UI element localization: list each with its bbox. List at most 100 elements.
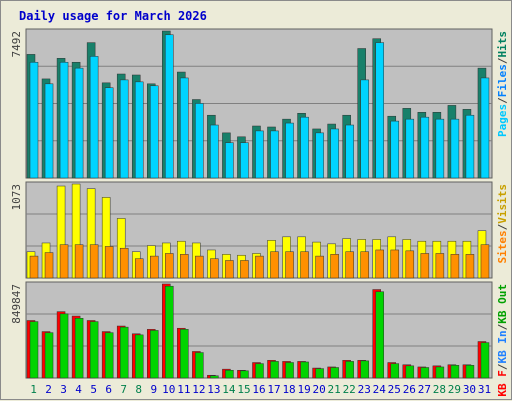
bar-kb-in-13 [210,375,219,379]
bar-kb-in-31 [480,342,490,379]
bar-kb-in-23 [360,360,369,379]
legend-entry: Visits [496,184,509,224]
day-label-24: 24 [373,383,387,396]
bar-files-25 [390,120,400,179]
bar-sites-19 [300,251,309,279]
legend-entry: KB Out [496,284,509,324]
bar-kb-in-6 [104,332,114,379]
bar-files-9 [150,85,159,179]
bar-files-29 [450,118,460,179]
day-label-23: 23 [358,383,371,396]
bar-kb-in-25 [390,363,400,379]
bar-files-7 [119,79,129,179]
bar-sites-8 [134,258,144,279]
bar-kb-in-3 [59,313,69,379]
bar-kb-in-17 [270,361,279,379]
bar-sites-17 [270,251,279,279]
legend-entry: Hits [496,31,509,58]
bar-files-10 [165,34,174,179]
bar-sites-3 [59,244,69,279]
legend-entry: / [496,57,509,64]
bar-kb-in-4 [74,318,84,379]
legend-kbin-kbout: KB F/KB In/KB Out [496,284,509,397]
bar-sites-14 [225,260,234,279]
day-label-11: 11 [177,383,190,396]
legend-entry: / [496,323,509,330]
bar-files-5 [89,56,99,179]
bar-sites-1 [29,255,39,279]
y-max-label: 1073 [10,184,23,211]
bar-files-11 [180,77,189,179]
bar-sites-2 [44,252,54,279]
legend-visits-sites: Sites/Visits [496,184,509,264]
bar-files-3 [59,61,69,179]
bar-files-21 [330,128,339,179]
bar-sites-25 [390,249,400,279]
bar-files-2 [44,83,54,179]
bar-sites-23 [360,251,369,279]
day-label-18: 18 [282,383,295,396]
legend-entry: KB F [496,370,509,397]
day-label-6: 6 [105,383,112,396]
bar-files-19 [300,116,309,179]
legend-entry: / [496,363,509,370]
day-label-20: 20 [313,383,326,396]
bar-kb-in-10 [165,285,174,379]
bar-sites-26 [405,250,415,279]
day-label-2: 2 [45,383,52,396]
bar-files-20 [315,132,324,179]
bar-files-13 [210,124,219,179]
y-max-label: 7492 [10,31,23,58]
day-label-28: 28 [433,383,446,396]
legend-entry: Sites [496,230,509,263]
bar-files-12 [195,103,204,179]
bar-kb-in-19 [300,361,309,379]
legend-entry: KB In [496,330,509,363]
bar-sites-30 [465,254,475,279]
bar-files-27 [420,116,430,179]
bar-kb-in-14 [225,370,234,379]
bar-files-8 [134,81,144,179]
bar-kb-in-9 [150,330,159,379]
bar-files-30 [465,114,475,179]
bar-kb-in-15 [240,370,249,379]
bar-files-14 [225,142,234,179]
day-label-7: 7 [120,383,127,396]
legend-entry: Pages [496,104,509,137]
day-label-30: 30 [463,383,476,396]
bar-files-6 [104,87,114,179]
bar-kb-in-5 [89,321,99,379]
bar-sites-28 [435,253,445,279]
bar-files-31 [480,77,490,179]
bar-kb-in-1 [29,321,39,379]
day-label-12: 12 [192,383,205,396]
bar-files-17 [270,130,279,179]
bar-sites-5 [89,244,99,279]
bar-kb-in-18 [285,362,294,379]
day-label-5: 5 [90,383,97,396]
bar-sites-11 [180,254,189,279]
bar-kb-in-16 [255,363,264,379]
day-label-17: 17 [267,383,280,396]
bar-sites-21 [330,254,339,279]
bar-files-16 [255,130,264,179]
bar-files-22 [345,124,354,179]
bar-kb-in-27 [420,367,430,379]
bar-sites-18 [285,251,294,279]
day-label-27: 27 [418,383,431,396]
day-label-25: 25 [388,383,401,396]
bar-kb-in-7 [119,326,129,379]
bar-kb-in-2 [44,332,54,379]
y-max-label: 849847 [10,284,23,324]
bar-sites-16 [255,255,264,279]
legend-entry: / [496,223,509,230]
bar-kb-in-28 [435,366,445,379]
bar-files-28 [435,118,445,179]
bar-kb-in-30 [465,365,475,379]
bar-sites-4 [74,244,84,279]
day-label-22: 22 [343,383,356,396]
bar-sites-10 [165,253,174,279]
bar-sites-15 [240,260,249,279]
bar-sites-22 [345,251,354,279]
